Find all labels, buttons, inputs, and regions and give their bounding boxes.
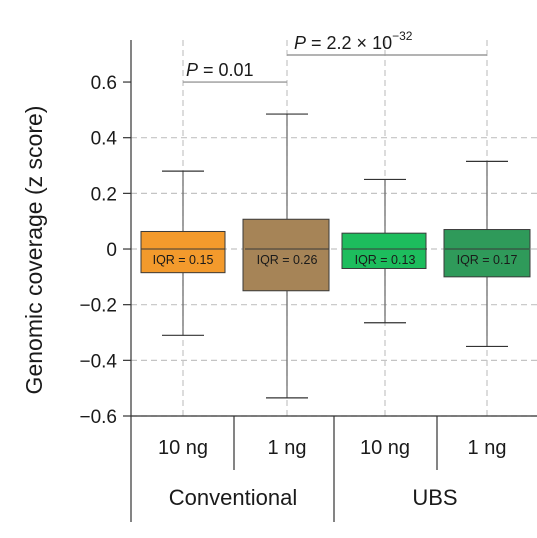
box-4: IQR = 0.17 xyxy=(443,160,531,348)
p-value-label: P = 2.2 × 10−32 xyxy=(294,29,413,53)
group-label: Conventional xyxy=(169,485,297,510)
box-1: IQR = 0.15 xyxy=(140,170,226,336)
iqr-label: IQR = 0.15 xyxy=(153,253,214,267)
category-labels: 10 ng 1 ng 10 ng 1 ng Conventional UBS xyxy=(130,416,507,522)
y-tick-label: −0.6 xyxy=(79,407,117,428)
box-3: IQR = 0.13 xyxy=(341,178,427,324)
iqr-box xyxy=(140,230,226,274)
axes: 0.6 0.4 0.2 0 −0.2 −0.4 −0.6 xyxy=(79,40,537,428)
group-label: UBS xyxy=(412,485,457,510)
y-tick-label: −0.2 xyxy=(79,296,117,317)
y-tick-label: 0.6 xyxy=(91,73,117,94)
p-value-label: P = 0.01 xyxy=(186,60,254,80)
significance-bracket-2: P = 2.2 × 10−32 xyxy=(287,29,487,56)
category-label: 10 ng xyxy=(360,437,410,459)
boxes: IQR = 0.15 IQR = 0.26 IQR = 0.13 IQR = 0.17 xyxy=(140,113,531,399)
category-label: 1 ng xyxy=(468,437,507,459)
y-tick-label: −0.4 xyxy=(79,351,117,372)
iqr-box xyxy=(242,218,330,292)
category-label: 10 ng xyxy=(158,437,208,459)
significance-bracket-1: P = 0.01 xyxy=(183,60,287,83)
y-tick-label: 0.4 xyxy=(91,129,118,150)
iqr-label: IQR = 0.26 xyxy=(257,253,318,267)
y-tick-label: 0.2 xyxy=(91,184,117,205)
iqr-box xyxy=(443,229,531,278)
iqr-box xyxy=(341,232,427,270)
y-tick-label: 0 xyxy=(106,240,117,261)
box-2: IQR = 0.26 xyxy=(242,113,330,399)
category-label: 1 ng xyxy=(268,437,307,459)
grid xyxy=(131,40,537,417)
iqr-label: IQR = 0.13 xyxy=(355,253,416,267)
iqr-label: IQR = 0.17 xyxy=(457,253,518,267)
annotations: P = 0.01 P = 2.2 × 10−32 xyxy=(183,29,487,83)
y-axis-label: Genomic coverage (z score) xyxy=(21,106,47,395)
